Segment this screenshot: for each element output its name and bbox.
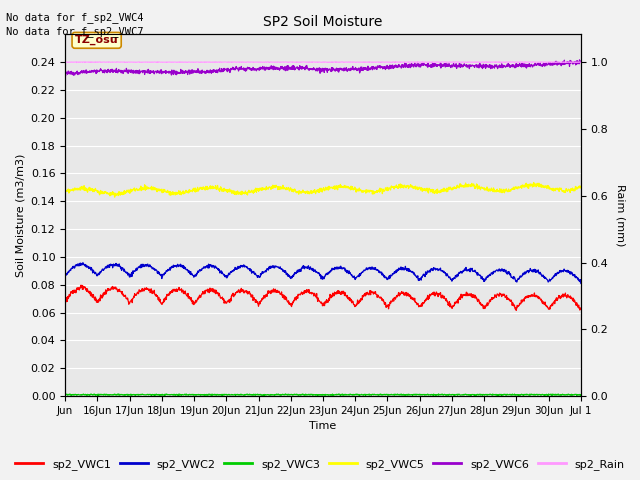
Title: SP2 Soil Moisture: SP2 Soil Moisture [263, 15, 383, 29]
X-axis label: Time: Time [309, 421, 337, 432]
Text: No data for f_sp2_VWC7: No data for f_sp2_VWC7 [6, 26, 144, 37]
Legend: sp2_VWC1, sp2_VWC2, sp2_VWC3, sp2_VWC5, sp2_VWC6, sp2_Rain: sp2_VWC1, sp2_VWC2, sp2_VWC3, sp2_VWC5, … [11, 455, 629, 474]
Y-axis label: Soil Moisture (m3/m3): Soil Moisture (m3/m3) [15, 154, 25, 277]
Text: No data for f_sp2_VWC4: No data for f_sp2_VWC4 [6, 12, 144, 23]
Text: TZ_osu: TZ_osu [75, 35, 118, 46]
Y-axis label: Raim (mm): Raim (mm) [615, 184, 625, 246]
